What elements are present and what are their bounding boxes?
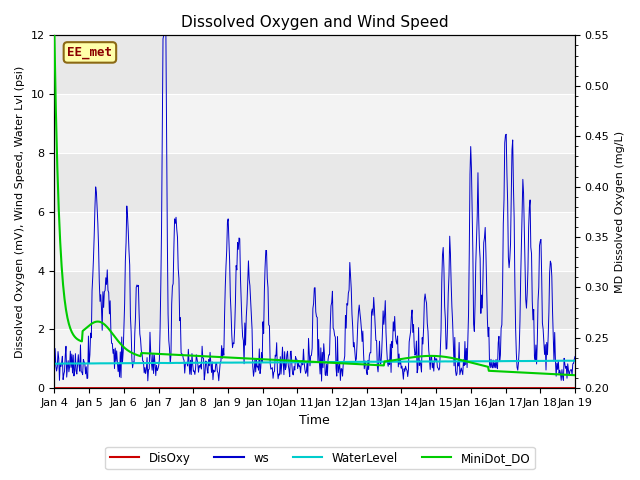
Bar [54, 329, 575, 388]
Text: EE_met: EE_met [67, 46, 113, 59]
X-axis label: Time: Time [300, 414, 330, 427]
Legend: DisOxy, ws, WaterLevel, MiniDot_DO: DisOxy, ws, WaterLevel, MiniDot_DO [105, 447, 535, 469]
Bar [54, 94, 575, 153]
Bar [54, 212, 575, 271]
Title: Dissolved Oxygen and Wind Speed: Dissolved Oxygen and Wind Speed [181, 15, 449, 30]
Y-axis label: MD Dissolved Oxygen (mg/L): MD Dissolved Oxygen (mg/L) [615, 131, 625, 293]
Y-axis label: Dissolved Oxygen (mV), Wind Speed, Water Lvl (psi): Dissolved Oxygen (mV), Wind Speed, Water… [15, 66, 25, 358]
